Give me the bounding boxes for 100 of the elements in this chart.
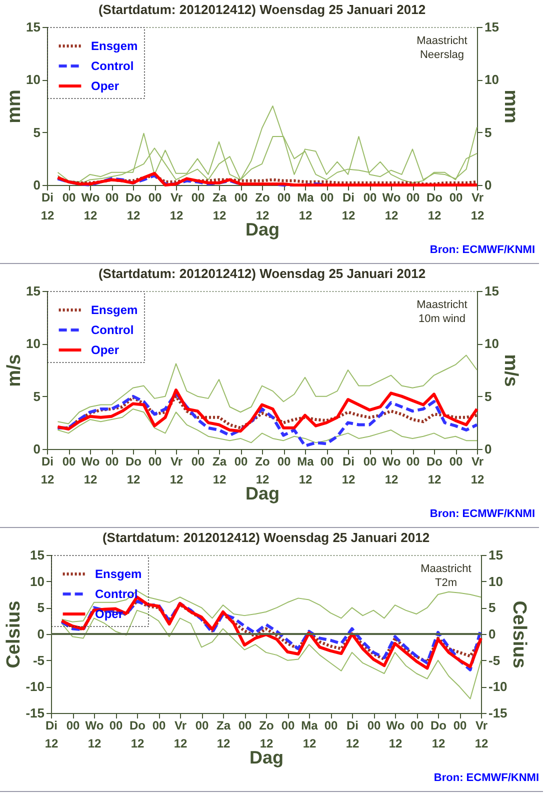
x-tick-label: Vr 12 bbox=[470, 190, 484, 222]
x-tick-label: Vr 12 bbox=[170, 190, 184, 222]
x-tick-label: 00 bbox=[62, 190, 76, 204]
x-tick-label: 00 bbox=[105, 190, 119, 204]
x-tick-label: 00 bbox=[152, 718, 166, 732]
annotation: Maastricht bbox=[420, 563, 472, 575]
x-tick-label: Vr 12 bbox=[470, 454, 484, 486]
x-tick-label: Do 12 bbox=[126, 190, 142, 222]
x-tick-label: Di 12 bbox=[44, 718, 58, 750]
y-tick-label: 10 bbox=[26, 336, 40, 352]
chart-title: (Startdatum: 2012012412) Woensdag 25 Januari 2012 bbox=[102, 530, 430, 545]
x-axis-title: Dag bbox=[249, 748, 284, 768]
x-tick-label: 00 bbox=[406, 454, 420, 468]
y-tick-label: 10 bbox=[30, 574, 44, 589]
x-tick-label: Vr 12 bbox=[174, 718, 188, 750]
legend-label: Oper bbox=[91, 79, 120, 93]
x-tick-label: Di 12 bbox=[40, 190, 54, 222]
y2-tick-label: 0 bbox=[484, 178, 492, 192]
y2-tick-label: -10 bbox=[488, 679, 508, 694]
x-tick-label: 00 bbox=[277, 454, 291, 468]
x-tick-label: 00 bbox=[66, 718, 80, 732]
x-tick-label: 00 bbox=[191, 190, 205, 204]
text: Bron: ECMWF/KNMI bbox=[434, 772, 539, 784]
x-tick-label: Ma 12 bbox=[297, 190, 314, 222]
x-tick-label: Zo 12 bbox=[255, 190, 270, 222]
annotation: T2m bbox=[435, 577, 457, 589]
annotation: Neerslag bbox=[420, 49, 464, 61]
y2-tick-label: 15 bbox=[488, 548, 503, 562]
y2-tick-label: 0 bbox=[488, 626, 496, 642]
x-tick-label: Wo 12 bbox=[81, 454, 100, 486]
x-tick-label: Za 12 bbox=[212, 454, 227, 486]
x-tick-label: 00 bbox=[277, 190, 291, 204]
x-tick-label: 00 bbox=[363, 454, 377, 468]
legend-label: Oper bbox=[91, 343, 120, 357]
x-tick-label: Wo 12 bbox=[85, 718, 104, 750]
y-tick-label: -15 bbox=[26, 706, 44, 720]
x-tick-label: Do 12 bbox=[430, 718, 446, 750]
y-axis-title: m/s bbox=[4, 354, 26, 387]
y-tick-label: -10 bbox=[26, 679, 44, 694]
y-tick-label: 15 bbox=[26, 20, 40, 34]
legend-label: Ensgem bbox=[91, 303, 138, 317]
y2-tick-label: 5 bbox=[484, 388, 492, 404]
x-tick-label: Vr 12 bbox=[170, 454, 184, 486]
x-tick-label: 00 bbox=[320, 190, 334, 204]
x-tick-label: 00 bbox=[195, 718, 209, 732]
legend-label: Control bbox=[91, 323, 134, 337]
x-tick-label: 00 bbox=[449, 190, 463, 204]
x-tick-label: 00 bbox=[105, 454, 119, 468]
y2-tick-label: 0 bbox=[484, 442, 492, 456]
y2-tick-label: -5 bbox=[488, 652, 500, 668]
legend-label: Ensgem bbox=[95, 567, 142, 581]
y-tick-label: 0 bbox=[37, 626, 44, 642]
x-tick-label: Wo 12 bbox=[386, 718, 405, 750]
x-tick-label: Vr 12 bbox=[474, 718, 488, 750]
x-tick-label: Zo 12 bbox=[259, 718, 274, 750]
x-tick-label: Zo 12 bbox=[255, 454, 270, 486]
x-tick-label: 00 bbox=[367, 718, 381, 732]
y-axis-title: Celsius bbox=[4, 600, 25, 668]
x-tick-label: 00 bbox=[324, 718, 338, 732]
x-tick-label: 00 bbox=[109, 718, 123, 732]
chart-title: (Startdatum: 2012012412) Woensdag 25 Januari 2012 bbox=[98, 266, 426, 281]
x-tick-label: Za 12 bbox=[212, 190, 227, 222]
y-tick-label: 15 bbox=[26, 284, 40, 298]
x-tick-label: 00 bbox=[410, 718, 424, 732]
x-axis-title: Dag bbox=[245, 220, 280, 240]
x-tick-label: Za 12 bbox=[216, 718, 231, 750]
x-tick-label: 00 bbox=[281, 718, 295, 732]
legend-label: Control bbox=[91, 59, 134, 73]
y2-tick-label: 10 bbox=[484, 336, 499, 352]
x-tick-label: 00 bbox=[363, 190, 377, 204]
x-tick-label: Di 12 bbox=[40, 454, 54, 486]
x-tick-label: 00 bbox=[406, 190, 420, 204]
x-tick-label: Ma 12 bbox=[297, 454, 314, 486]
x-tick-label: Do 12 bbox=[126, 454, 142, 486]
y-tick-label: -5 bbox=[32, 652, 44, 668]
x-tick-label: 00 bbox=[191, 454, 205, 468]
x-tick-label: 00 bbox=[148, 454, 162, 468]
legend-label: Ensgem bbox=[91, 39, 138, 53]
y2-tick-label: 10 bbox=[488, 574, 503, 589]
y2-tick-label: 15 bbox=[484, 20, 499, 34]
x-tick-label: 00 bbox=[234, 454, 248, 468]
x-tick-label: Do 12 bbox=[130, 718, 146, 750]
x-tick-label: 00 bbox=[62, 454, 76, 468]
y2-tick-label: 10 bbox=[484, 72, 499, 88]
x-tick-label: Do 12 bbox=[426, 190, 442, 222]
y-tick-label: 15 bbox=[30, 548, 44, 562]
text: Bron: ECMWF/KNMI bbox=[430, 244, 535, 256]
x-tick-label: Di 12 bbox=[346, 718, 360, 750]
y2-axis-title: Celsius bbox=[508, 600, 530, 668]
y-axis-title: mm bbox=[4, 90, 26, 124]
y2-tick-label: 5 bbox=[484, 124, 492, 140]
x-tick-label: Di 12 bbox=[342, 190, 356, 222]
annotation: 10m wind bbox=[418, 313, 466, 325]
x-tick-label: 00 bbox=[449, 454, 463, 468]
x-tick-label: Wo 12 bbox=[382, 190, 401, 222]
y-tick-label: 5 bbox=[37, 600, 44, 616]
x-tick-label: 00 bbox=[320, 454, 334, 468]
y2-tick-label: 15 bbox=[484, 284, 499, 298]
y-tick-label: 0 bbox=[33, 442, 40, 456]
y-tick-label: 5 bbox=[33, 124, 40, 140]
